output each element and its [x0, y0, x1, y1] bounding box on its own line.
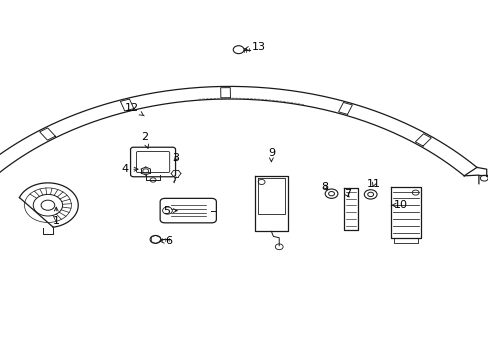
Text: 4: 4 — [121, 164, 138, 174]
Text: 12: 12 — [125, 103, 144, 116]
Text: 5: 5 — [163, 206, 177, 216]
Text: 10: 10 — [390, 200, 407, 210]
Text: 1: 1 — [53, 207, 60, 226]
Text: 7: 7 — [343, 189, 350, 199]
Text: 2: 2 — [141, 132, 148, 148]
Text: 13: 13 — [244, 42, 265, 52]
Text: 11: 11 — [366, 179, 380, 189]
Text: 8: 8 — [321, 182, 328, 192]
Text: 6: 6 — [159, 236, 172, 246]
Text: 3: 3 — [172, 153, 179, 163]
Text: 9: 9 — [267, 148, 274, 162]
